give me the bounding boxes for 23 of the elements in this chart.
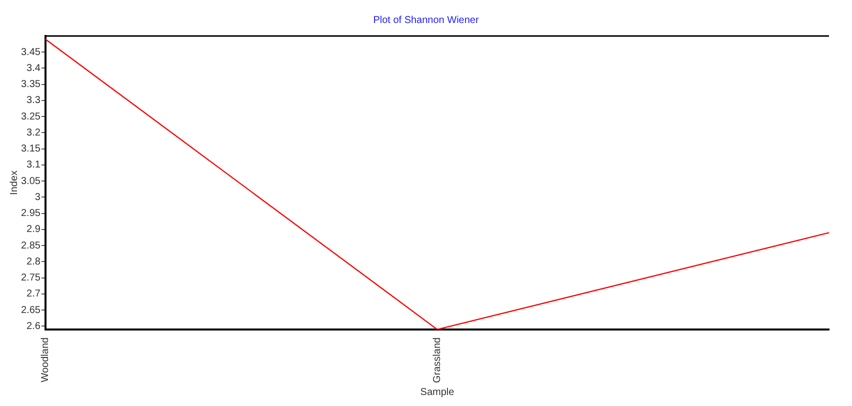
y-tick-label: 2.7 (26, 288, 41, 300)
y-tick-label: 3.3 (26, 95, 41, 106)
x-axis-title: Sample (420, 386, 455, 398)
y-tick-label: 2.75 (20, 272, 41, 284)
y-tick-label: 3.45 (20, 46, 41, 58)
y-tick-label: 3.15 (20, 144, 41, 155)
y-tick-label: 2.6 (26, 320, 41, 332)
y-tick-label: 3.05 (20, 176, 41, 187)
y-tick-label: 3.25 (20, 111, 41, 122)
x-tick-label: Woodland (40, 337, 52, 382)
y-tick-label: 2.65 (20, 304, 41, 316)
y-tick-label: 2.9 (26, 224, 41, 236)
chart-title: Plot of Shannon Wiener (373, 14, 480, 26)
y-axis-title: Index (8, 170, 20, 195)
y-tick-label: 3.4 (26, 62, 41, 74)
y-tick-label: 2.8 (26, 256, 41, 268)
y-tick-label: 2.95 (20, 208, 41, 220)
y-tick-label: 2.85 (20, 240, 41, 252)
y-tick-label: 3 (34, 192, 41, 203)
y-tick-label: 3.2 (26, 127, 41, 138)
y-tick-label: 3.35 (20, 79, 41, 90)
y-tick-label: 3.1 (26, 160, 41, 171)
x-tick-label: Grassland (432, 337, 443, 383)
